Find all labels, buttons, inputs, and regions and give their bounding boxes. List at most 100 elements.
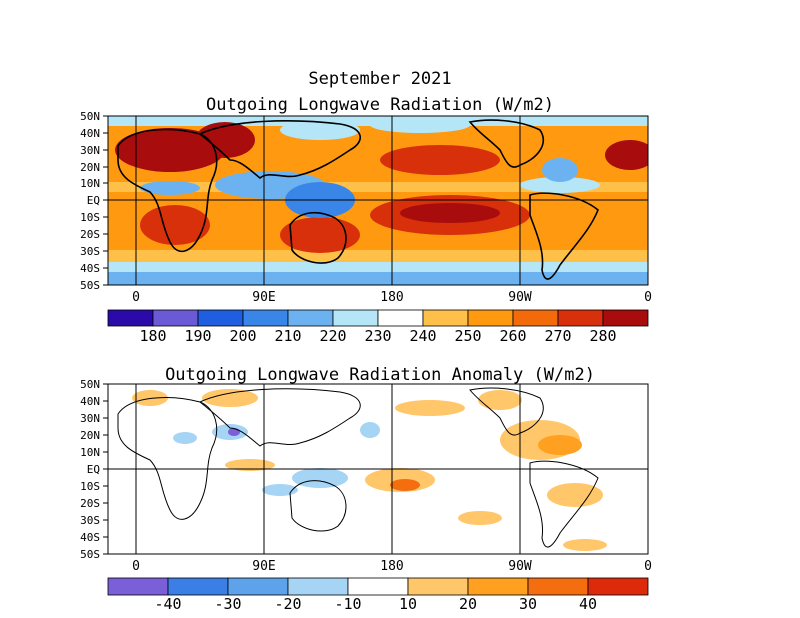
lat-label: 10S	[80, 480, 100, 493]
anomaly-negative-patch	[360, 422, 380, 438]
lat-label: EQ	[86, 194, 100, 207]
colorbar-label: 210	[274, 327, 302, 345]
colorbar-label: 250	[454, 327, 482, 345]
colorbar-swatch	[287, 309, 334, 327]
olr-australia-max	[280, 217, 360, 253]
colorbar-label: 230	[364, 327, 392, 345]
anomaly-map-coastlines	[117, 387, 599, 548]
lon-label: 0	[132, 290, 140, 305]
anomaly-negative-core	[228, 428, 240, 436]
lat-label: 40N	[80, 127, 100, 140]
south-america-coast	[529, 192, 599, 280]
olr-north-pacific-max	[380, 145, 500, 175]
lon-label: 0	[132, 559, 140, 574]
colorbar-label: 270	[544, 327, 572, 345]
lon-label: 180	[380, 290, 404, 305]
colorbar-label: 220	[319, 327, 347, 345]
lon-label: 90W	[508, 559, 532, 574]
colorbar-label: -30	[214, 595, 242, 613]
colorbar-label: 280	[589, 327, 617, 345]
anomaly-positive-core	[390, 479, 420, 491]
lon-label: 90E	[252, 559, 276, 574]
anomaly-positive-patch	[395, 400, 465, 416]
colorbar-swatch	[407, 577, 469, 596]
eurasia-coast	[199, 388, 361, 447]
anomaly-map-lat-ticks	[103, 383, 108, 555]
colorbar-swatch	[107, 577, 169, 596]
anomaly-colorbar	[107, 577, 649, 596]
colorbar-swatch	[152, 309, 199, 327]
colorbar-swatch	[107, 309, 154, 327]
colorbar-swatch	[332, 309, 379, 327]
colorbar-label: 200	[229, 327, 257, 345]
colorbar-swatch	[167, 577, 229, 596]
lat-label: 30S	[80, 514, 100, 527]
anomaly-map-gridlines	[108, 384, 648, 554]
olr-map-lat-ticks	[103, 115, 108, 286]
colorbar-swatch	[422, 309, 469, 327]
olr-map-gridlines	[108, 116, 648, 285]
lon-label: 180	[380, 559, 404, 574]
lat-label: 40S	[80, 531, 100, 544]
colorbar-label: 20	[458, 595, 478, 613]
anomaly-positive-patch	[202, 389, 258, 407]
eurasia-coast	[198, 120, 361, 180]
colorbar-swatch	[587, 577, 649, 596]
lat-label: 10N	[80, 177, 100, 190]
colorbar-label: -20	[274, 595, 302, 613]
lat-label: 30N	[80, 144, 100, 157]
anomaly-negative-patch	[262, 484, 298, 496]
olr-north-atlantic-max	[605, 140, 648, 170]
lat-label: 30S	[80, 245, 100, 258]
colorbar-label: 260	[499, 327, 527, 345]
olr-south-pacific-core	[400, 203, 500, 223]
olr-africa-itcz-low	[140, 181, 200, 195]
olr-southern-africa-max	[140, 205, 210, 245]
lat-label: 50N	[80, 378, 100, 391]
colorbar-label: 190	[184, 327, 212, 345]
lat-label: 10S	[80, 211, 100, 224]
olr-band-southern-colder	[108, 272, 648, 285]
anomaly-positive-core	[538, 435, 582, 455]
lat-label: 40N	[80, 395, 100, 408]
anomaly-positive-patch	[132, 390, 168, 406]
colorbar-label: 10	[398, 595, 418, 613]
olr-colorbar	[107, 309, 649, 327]
lat-label: 20N	[80, 161, 100, 174]
africa-coast	[117, 128, 218, 253]
olr-itcz-band	[108, 182, 648, 192]
colorbar-label: 40	[578, 595, 598, 613]
olr-map-title: Outgoing Longwave Radiation (W/m2)	[206, 95, 554, 115]
map-date-title: September 2021	[308, 69, 452, 89]
anomaly-positive-patch	[225, 459, 275, 471]
anomaly-negative-patch	[292, 468, 348, 488]
colorbar-swatch	[287, 577, 349, 596]
colorbar-swatch	[227, 577, 289, 596]
lat-label: 10N	[80, 446, 100, 459]
australia-coast	[289, 211, 347, 264]
anomaly-positive-patch	[478, 390, 522, 410]
anomaly-positive-patch	[547, 483, 603, 507]
colorbar-label: 240	[409, 327, 437, 345]
olr-asia-cloud-band	[280, 120, 360, 140]
colorbar-label: -10	[334, 595, 362, 613]
lon-label: 0	[644, 559, 652, 574]
lat-label: 40S	[80, 262, 100, 275]
colorbar-swatch	[467, 577, 529, 596]
lon-label: 0	[644, 290, 652, 305]
anomaly-positive-patch	[458, 511, 502, 525]
lat-label: 50S	[80, 279, 100, 292]
colorbar-swatch	[347, 577, 409, 596]
lat-label: EQ	[86, 463, 100, 476]
lat-label: 20N	[80, 429, 100, 442]
colorbar-swatch	[527, 577, 589, 596]
colorbar-swatch	[197, 309, 244, 327]
colorbar-label: -40	[154, 595, 182, 613]
colorbar-swatch	[377, 309, 424, 327]
anomaly-negative-patch	[173, 432, 197, 444]
colorbar-label: 180	[139, 327, 167, 345]
australia-coast	[289, 480, 347, 532]
olr-arabia-max	[195, 122, 255, 158]
olr-anomaly-map-title: Outgoing Longwave Radiation Anomaly (W/m…	[165, 365, 595, 385]
